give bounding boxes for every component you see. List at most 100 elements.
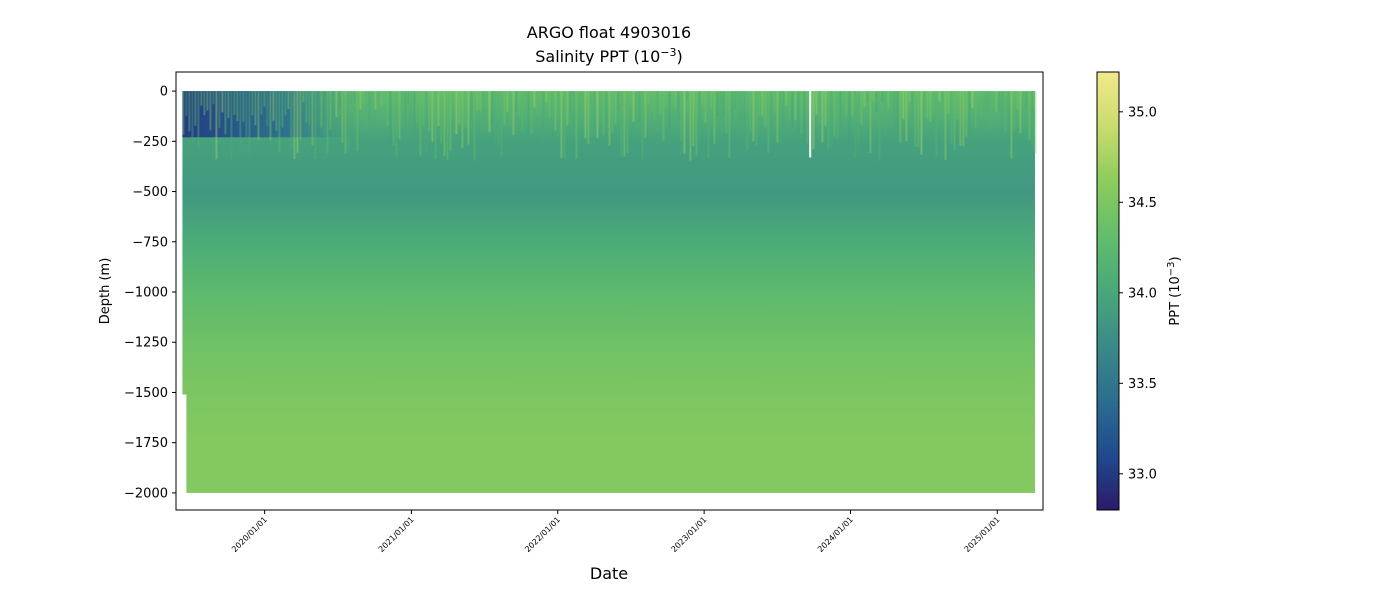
salinity-field [182, 91, 1035, 493]
surface-streak [1034, 91, 1037, 154]
surface-streak [839, 91, 842, 128]
surface-streak [761, 91, 764, 117]
surface-streak [374, 91, 377, 110]
surface-streak [515, 91, 518, 111]
colorbar-gradient [1096, 71, 1120, 511]
surface-streak [512, 91, 515, 136]
surface-streak [404, 91, 407, 154]
chart-subtitle: Salinity PPT (10−3) [535, 46, 683, 66]
surface-streak [602, 91, 605, 136]
surface-streak [1004, 91, 1007, 132]
surface-streak [227, 91, 230, 118]
surface-streak [608, 91, 611, 146]
y-tick-label: −250 [132, 135, 168, 150]
x-tick-label: 2025/01/01 [963, 515, 1002, 554]
x-axis: 2020/01/01 2021/01/01 2022/01/01 2023/01/01… [230, 510, 1002, 554]
surface-streak [815, 91, 818, 115]
y-tick-label: −1000 [124, 286, 168, 301]
surface-streak [836, 91, 839, 139]
surface-streak [635, 91, 638, 116]
surface-streak [428, 91, 431, 132]
surface-streak [878, 91, 881, 162]
surface-streak [710, 91, 713, 110]
colorbar-tick-label: 33.0 [1128, 467, 1157, 482]
data-gap [809, 89, 812, 158]
surface-streak [587, 91, 590, 144]
x-tick-label: 2020/01/01 [230, 515, 269, 554]
surface-streak [554, 91, 557, 131]
surface-streak [320, 91, 323, 128]
surface-streak [302, 91, 305, 103]
surface-streak [791, 91, 794, 129]
surface-streak [662, 91, 665, 141]
surface-streak [623, 91, 626, 157]
surface-streak [644, 91, 647, 138]
surface-streak [704, 91, 707, 124]
surface-streak [485, 91, 488, 103]
surface-streak [950, 91, 953, 144]
surface-streak [401, 91, 404, 123]
surface-streak [494, 91, 497, 141]
surface-streak [386, 91, 389, 126]
surface-streak [1019, 91, 1022, 133]
surface-streak [749, 91, 752, 133]
surface-streak [911, 91, 914, 121]
surface-streak [1013, 91, 1016, 132]
surface-streak [377, 91, 380, 102]
surface-streak [410, 91, 413, 120]
surface-streak [626, 91, 629, 153]
surface-streak [866, 91, 869, 102]
y-tick-label: −1250 [124, 336, 168, 351]
surface-streak [734, 91, 737, 110]
surface-streak [563, 91, 566, 158]
surface-streak [896, 91, 899, 135]
surface-streak [263, 91, 266, 107]
surface-streak [353, 91, 356, 103]
surface-streak [182, 91, 185, 135]
y-tick-label: −2000 [124, 486, 168, 501]
surface-streak [686, 91, 689, 102]
surface-streak [590, 91, 593, 137]
surface-streak [557, 91, 560, 139]
surface-streak [317, 91, 320, 123]
surface-streak [821, 91, 824, 143]
surface-streak [998, 91, 1001, 111]
surface-streak [872, 91, 875, 102]
surface-streak [242, 91, 245, 123]
surface-streak [740, 91, 743, 121]
surface-streak [446, 91, 449, 161]
surface-streak [248, 91, 251, 155]
fresh-surface-layer [182, 91, 356, 138]
surface-streak [884, 91, 887, 136]
surface-streak [974, 91, 977, 128]
colorbar-tick-label: 35.0 [1128, 105, 1157, 120]
surface-streak [269, 91, 272, 140]
surface-streak [728, 91, 731, 158]
surface-streak [716, 91, 719, 116]
surface-streak [986, 91, 989, 112]
surface-streak [527, 91, 530, 146]
surface-streak [668, 91, 671, 131]
surface-streak [785, 91, 788, 106]
surface-streak [854, 91, 857, 159]
surface-streak [461, 91, 464, 149]
surface-streak [770, 91, 773, 131]
salinity-heatmap [181, 89, 1037, 495]
surface-streak [833, 91, 836, 137]
surface-streak [830, 91, 833, 149]
surface-streak [266, 91, 269, 126]
surface-streak [395, 91, 398, 157]
surface-streak [311, 91, 314, 146]
surface-streak [416, 91, 419, 124]
surface-streak [278, 91, 281, 152]
surface-streak [212, 91, 215, 105]
surface-streak [215, 91, 218, 160]
x-tick-label: 2021/01/01 [377, 515, 416, 554]
surface-streak [881, 91, 884, 103]
surface-streak [398, 91, 401, 140]
surface-streak [1025, 91, 1028, 109]
surface-streak [869, 91, 872, 154]
surface-streak [413, 91, 416, 138]
surface-streak [344, 91, 347, 154]
surface-streak [431, 91, 434, 142]
